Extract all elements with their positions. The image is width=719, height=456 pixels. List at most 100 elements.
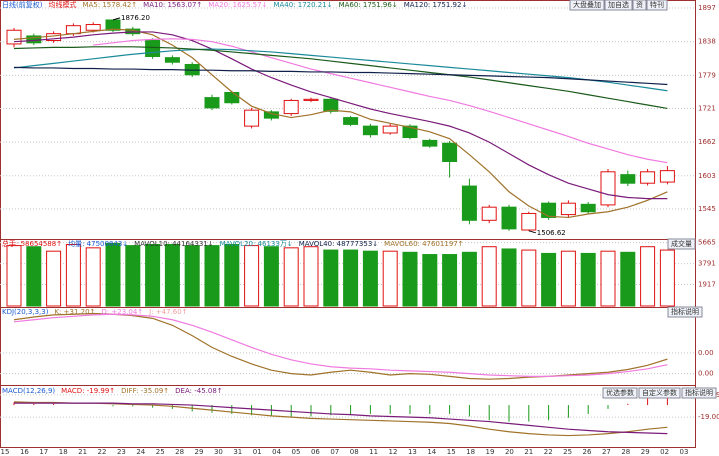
volume-bar [640, 246, 656, 307]
x-tick-label: 03 [680, 448, 689, 456]
candle-body [303, 98, 319, 101]
candle-body [65, 25, 81, 35]
frame [0, 0, 696, 448]
candle-body [560, 202, 576, 216]
legend-entry: MAVOL20: 46133万↓ [220, 240, 293, 248]
y-tick-label: 1917 [698, 281, 716, 289]
candle-body [501, 206, 517, 230]
x-tick-label: 13 [408, 448, 417, 456]
candle-body [382, 125, 398, 134]
x-tick-label: 27 [602, 448, 611, 456]
legend-entry: MA40: 1720.21↓ [273, 1, 332, 9]
button-label[interactable]: 指标说明 [685, 388, 713, 397]
candle-body [481, 206, 497, 221]
legend-entry: 均量: 47500843↓ [68, 239, 128, 248]
volume-bar [659, 249, 675, 307]
candle-body [521, 212, 537, 231]
x-tick-label: 23 [117, 448, 126, 456]
volume-bar [26, 246, 42, 307]
x-tick-label: 14 [427, 448, 436, 456]
legend-entry: MACD: -19.99↑ [61, 387, 115, 395]
volume-bar [125, 245, 141, 307]
button[interactable] [638, 387, 681, 399]
volume-bar [145, 243, 161, 307]
button[interactable] [632, 0, 647, 11]
button-label[interactable]: 优选参数 [606, 388, 634, 397]
button-label[interactable]: 大盘叠加 [573, 0, 601, 9]
y-tick-label: 1545 [698, 205, 716, 213]
x-tick-label: 06 [311, 448, 320, 456]
ma-line [13, 48, 668, 92]
button[interactable] [646, 0, 668, 11]
x-tick-label: 22 [544, 448, 553, 456]
x-tick-label: 08 [350, 448, 359, 456]
x-tick-label: 18 [466, 448, 475, 456]
x-tick-label: 11 [369, 448, 378, 456]
candle-body [85, 24, 101, 31]
x-tick-label: 25 [156, 448, 165, 456]
volume-bar [85, 247, 101, 307]
button-label[interactable]: 资 [636, 0, 643, 9]
candle-body [145, 40, 161, 58]
x-tick-label: 22 [98, 448, 107, 456]
button[interactable] [667, 306, 703, 318]
volume-bar [620, 251, 636, 307]
y-tick-label: 1721 [698, 104, 716, 112]
volume-bar [560, 250, 576, 307]
volume-bar [323, 249, 339, 307]
legend-entry: 均线模式 [48, 0, 76, 9]
ma-line [93, 38, 668, 164]
volume-bar [580, 252, 596, 307]
volume-bar [461, 251, 477, 307]
candle-body [659, 170, 675, 183]
candle-body [164, 57, 180, 63]
legend-entry: MACD(12,26,9) [2, 387, 55, 395]
button[interactable] [602, 387, 638, 399]
y-tick-label: 3791 [698, 260, 716, 268]
button-label[interactable]: 加自选 [608, 0, 629, 9]
button[interactable] [604, 0, 633, 11]
legend-entry: MA10: 1563.07↑ [143, 1, 202, 9]
x-tick-label: 21 [78, 448, 87, 456]
x-tick-label: 29 [641, 448, 650, 456]
button-label[interactable]: 指标说明 [671, 307, 699, 316]
volume-bar [343, 249, 359, 307]
x-tick-label: 12 [389, 448, 398, 456]
candle-body [620, 174, 636, 184]
button[interactable] [569, 0, 605, 11]
ma-line [13, 66, 668, 86]
y-tick-label: 1662 [698, 138, 716, 146]
candle-body [640, 171, 656, 184]
button-label[interactable]: 自定义参数 [642, 388, 677, 397]
legend-entry: 日线(前复权) [2, 0, 43, 9]
x-tick-label: 07 [330, 448, 339, 456]
button-label[interactable]: 成交量 [671, 239, 692, 248]
candle-body [343, 117, 359, 125]
button[interactable] [667, 238, 696, 250]
volume-bar [164, 243, 180, 307]
legend-entry: D: +23.04↑ [101, 308, 143, 316]
y-tick-label: 1838 [698, 38, 716, 46]
volume-bar [204, 245, 220, 307]
x-tick-label: 04 [272, 448, 281, 456]
button-label[interactable]: 特刊 [650, 0, 664, 9]
x-tick-label: 15 [1, 448, 10, 456]
y-tick-label: 0.00 [698, 370, 714, 378]
candle-body [461, 185, 477, 221]
legend-entry: MA120: 1751.92↓ [404, 1, 468, 9]
candle-body [541, 202, 557, 218]
volume-bar [105, 242, 121, 307]
candle-body [244, 109, 260, 127]
button[interactable] [681, 387, 717, 399]
y-tick-label: 1779 [698, 71, 716, 79]
volume-bar [422, 254, 438, 307]
x-tick-label: 30 [214, 448, 223, 456]
annotation-arrow [112, 17, 121, 21]
legend-entry: MAVOL40: 48777353↓ [299, 240, 378, 248]
x-tick-label: 17 [39, 448, 48, 456]
indicator-line [14, 402, 668, 435]
x-tick-label: 21 [524, 448, 533, 456]
x-tick-label: 20 [505, 448, 514, 456]
volume-bar [6, 245, 22, 307]
